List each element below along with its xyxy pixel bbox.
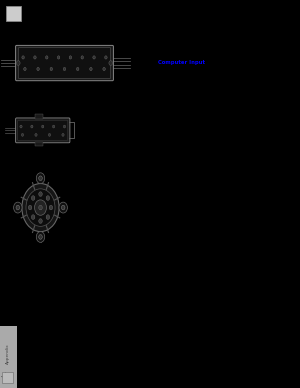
Circle shape (76, 68, 79, 71)
Circle shape (62, 133, 64, 136)
Circle shape (81, 56, 83, 59)
FancyBboxPatch shape (18, 120, 68, 140)
Circle shape (63, 125, 66, 128)
Circle shape (16, 205, 20, 210)
Circle shape (50, 68, 52, 71)
Circle shape (22, 184, 59, 232)
Circle shape (48, 133, 51, 136)
Bar (0, 326, 16, 388)
Circle shape (46, 56, 48, 59)
Circle shape (46, 215, 50, 220)
Circle shape (36, 173, 45, 184)
FancyBboxPatch shape (6, 6, 21, 21)
Circle shape (46, 196, 50, 200)
FancyBboxPatch shape (2, 372, 13, 383)
Circle shape (90, 68, 92, 71)
Circle shape (16, 61, 20, 65)
Circle shape (39, 192, 42, 196)
Circle shape (69, 56, 72, 59)
Circle shape (34, 56, 36, 59)
Circle shape (31, 196, 35, 200)
FancyBboxPatch shape (16, 118, 70, 143)
FancyBboxPatch shape (18, 48, 111, 78)
Circle shape (42, 125, 44, 128)
Circle shape (22, 56, 24, 59)
Circle shape (39, 219, 42, 223)
Circle shape (28, 205, 32, 210)
Circle shape (14, 202, 22, 213)
Circle shape (21, 133, 24, 136)
Circle shape (26, 189, 55, 226)
Circle shape (37, 68, 39, 71)
Circle shape (49, 205, 53, 210)
Circle shape (103, 68, 105, 71)
Text: Appendix: Appendix (6, 343, 10, 364)
Circle shape (39, 176, 42, 180)
Circle shape (24, 68, 26, 71)
Circle shape (61, 205, 65, 210)
Bar (35, 142, 43, 146)
Circle shape (35, 133, 37, 136)
Circle shape (36, 232, 45, 242)
Circle shape (63, 68, 66, 71)
Circle shape (93, 56, 95, 59)
Circle shape (31, 125, 33, 128)
FancyBboxPatch shape (16, 45, 113, 81)
Circle shape (59, 202, 68, 213)
Circle shape (34, 200, 46, 215)
Circle shape (105, 56, 107, 59)
Text: Computer Input: Computer Input (158, 60, 205, 65)
Circle shape (52, 125, 55, 128)
Circle shape (20, 125, 22, 128)
Circle shape (57, 56, 60, 59)
Circle shape (39, 235, 42, 239)
Circle shape (39, 205, 42, 210)
Circle shape (31, 215, 35, 220)
Bar (35, 114, 43, 119)
Circle shape (109, 61, 112, 65)
